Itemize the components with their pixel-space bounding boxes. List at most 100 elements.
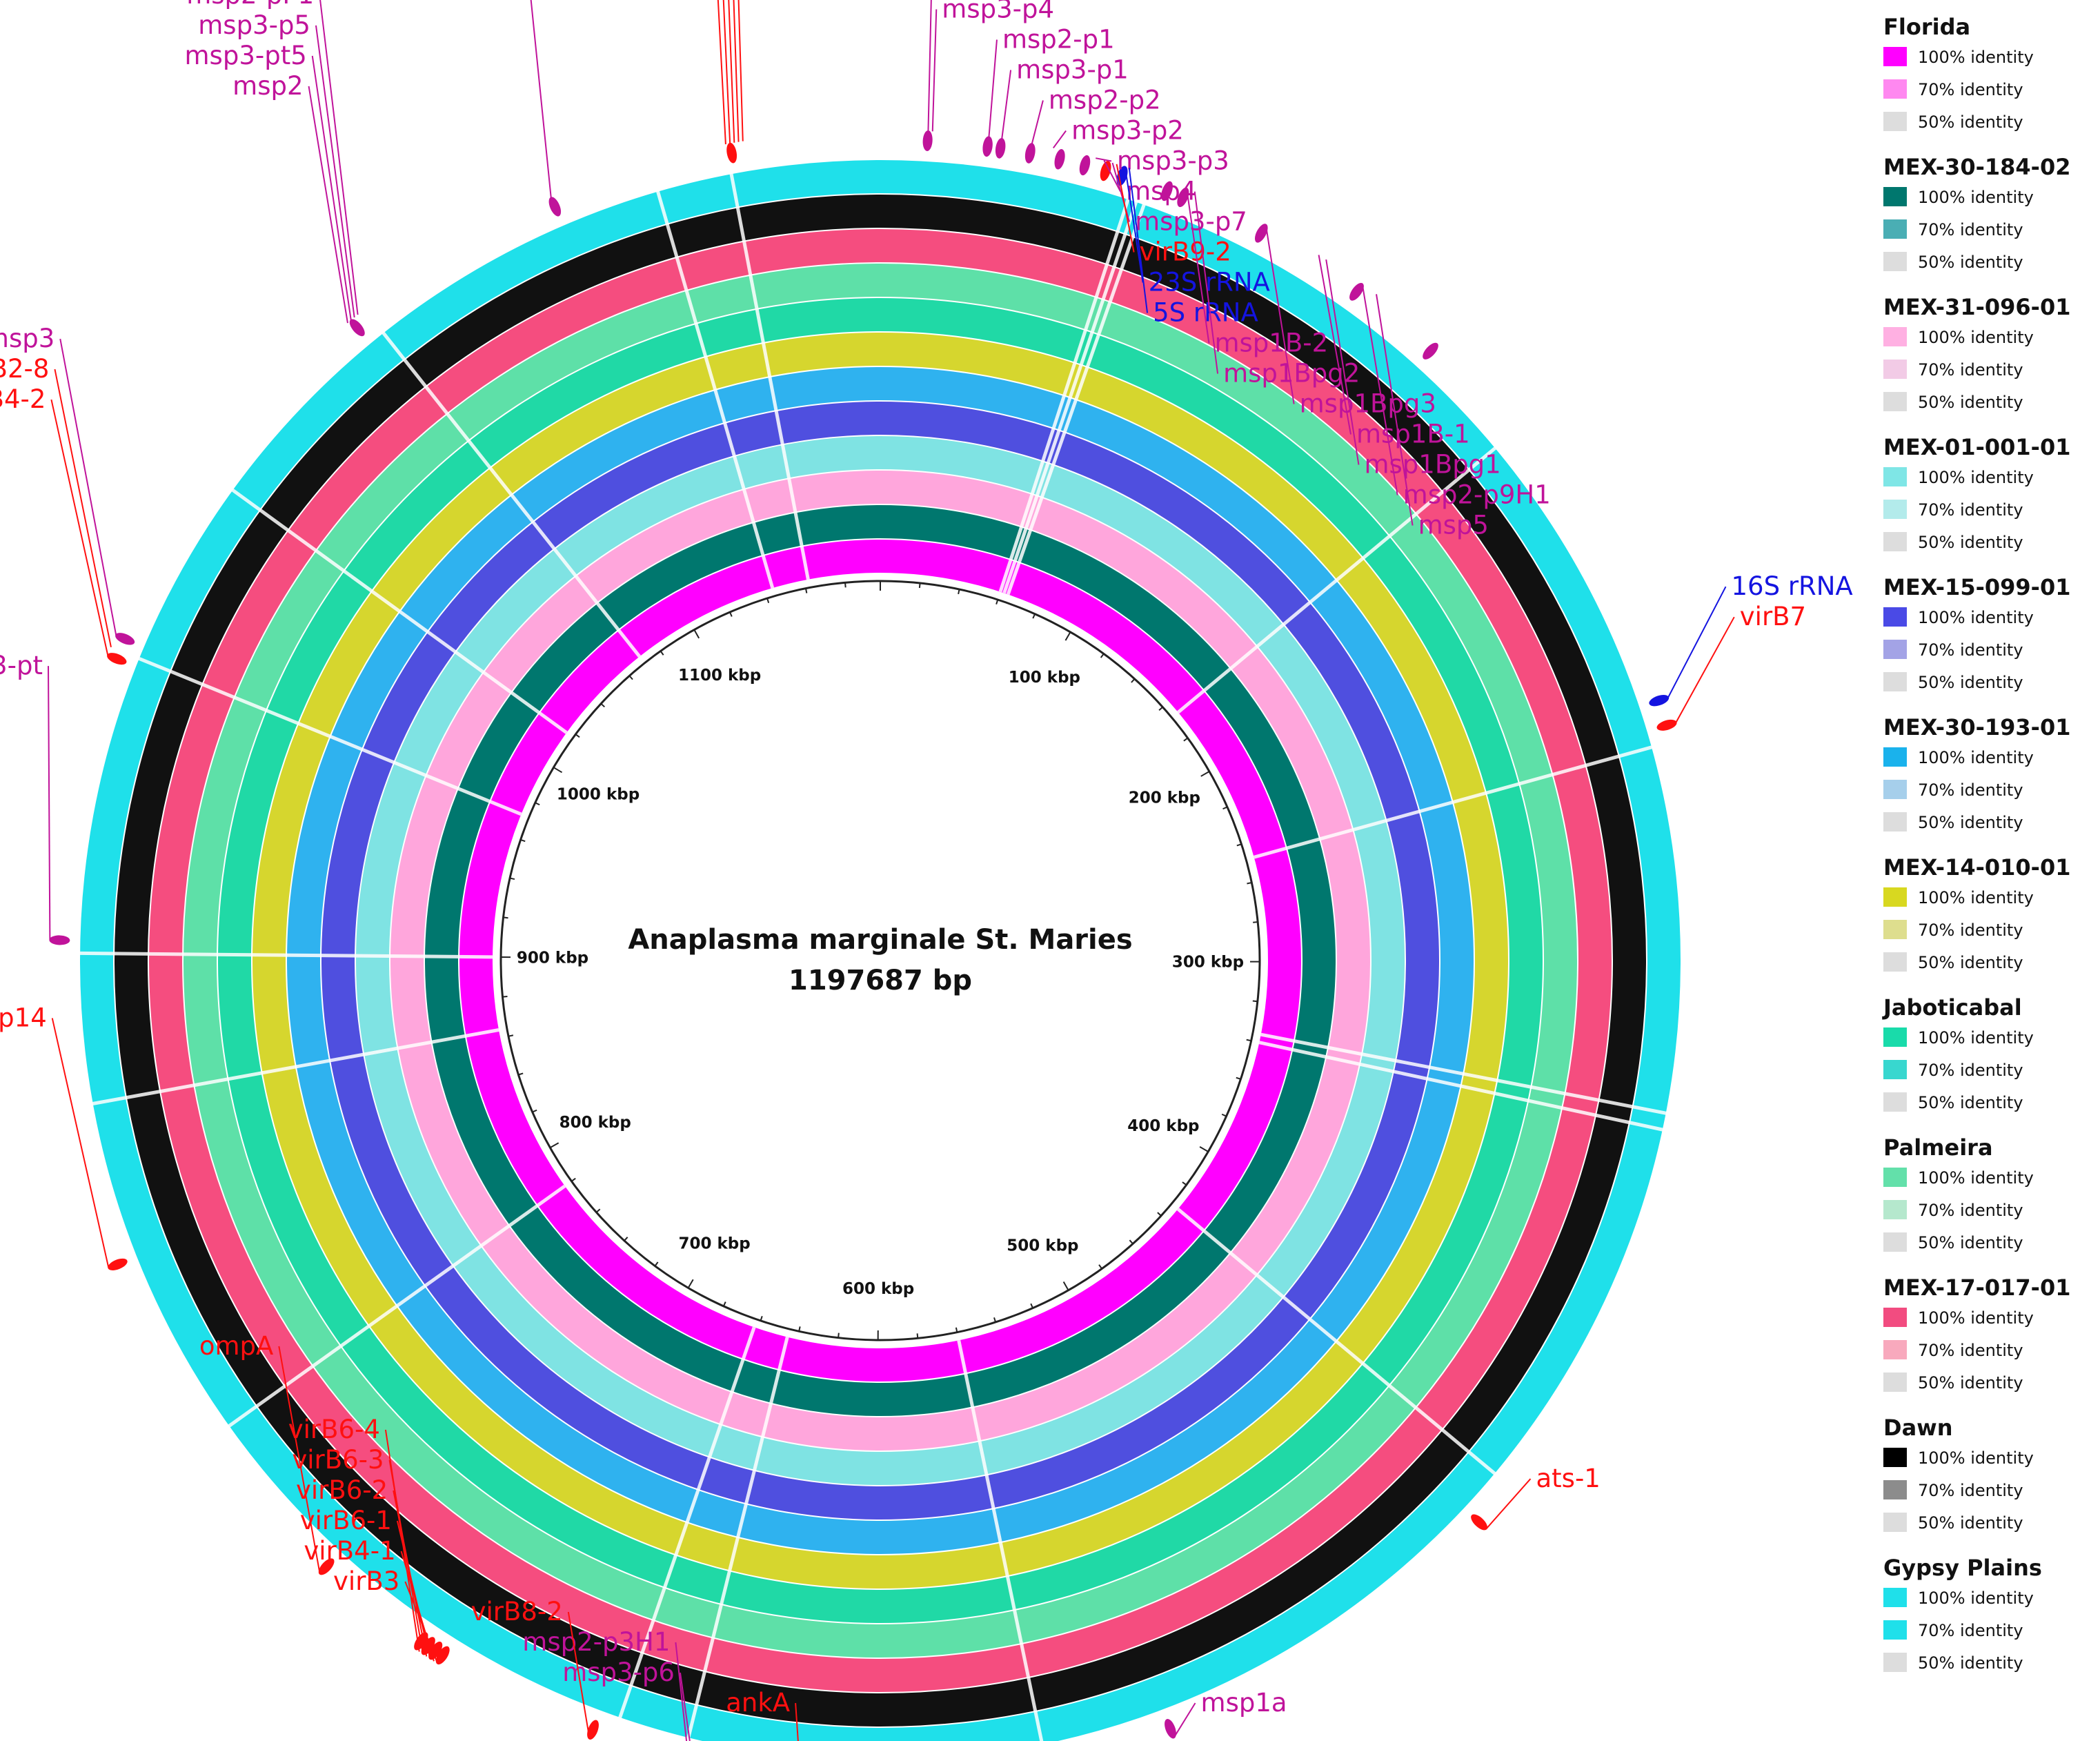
scale-tick xyxy=(1064,631,1071,641)
scale-tick xyxy=(995,599,999,604)
gene-leader xyxy=(567,1611,591,1740)
gene-leader xyxy=(308,86,348,324)
gene-leader xyxy=(1265,224,1295,404)
gene-label: msp3-p4 xyxy=(942,0,1054,24)
gene-leader xyxy=(1667,586,1727,698)
legend-item: 70% identity xyxy=(1918,640,2023,660)
gene-mark xyxy=(548,197,562,217)
scale-tick xyxy=(553,767,563,774)
legend-title: Dawn xyxy=(1883,1415,1953,1441)
gene-label: 23S rRNA xyxy=(1149,268,1270,297)
ring-gap xyxy=(686,1337,789,1740)
legend-swatch xyxy=(1883,500,1907,519)
ring-gap xyxy=(655,190,775,589)
legend-item: 70% identity xyxy=(1918,220,2023,239)
gene-leader xyxy=(278,1346,321,1574)
gene-mark xyxy=(318,1558,335,1575)
scale-tick xyxy=(660,650,664,656)
gene-leader xyxy=(1173,1702,1196,1738)
legend-item: 100% identity xyxy=(1918,1028,2034,1047)
gene-leader xyxy=(1186,188,1210,344)
legend-item: 70% identity xyxy=(1918,1621,2023,1640)
gene-leader xyxy=(679,1672,691,1741)
legend-item: 50% identity xyxy=(1918,953,2023,972)
legend: Florida 100% identity 70% identity 50% iden… xyxy=(1882,14,2070,1673)
gene-label: msp3-p6 xyxy=(562,1658,675,1687)
legend-item: 100% identity xyxy=(1918,1308,2034,1328)
gene-leader xyxy=(733,0,740,142)
gene-label: msp3-pt xyxy=(0,651,43,680)
scale-tick xyxy=(1200,771,1210,777)
legend-title: MEX-30-193-01 xyxy=(1883,714,2070,740)
ring-mex-15-099-01 xyxy=(321,402,1439,1519)
gene-mark xyxy=(107,653,127,665)
legend-swatch xyxy=(1883,392,1907,411)
gene-leader xyxy=(315,25,355,318)
legend-title: MEX-15-099-01 xyxy=(1883,574,2070,600)
legend-item: 50% identity xyxy=(1918,1233,2023,1252)
legend-item: 70% identity xyxy=(1918,1341,2023,1360)
gene-leader xyxy=(675,1642,688,1741)
ring-palmeira xyxy=(184,264,1577,1658)
gene-leader xyxy=(927,0,932,132)
legend-swatch xyxy=(1883,187,1907,206)
gene-leader xyxy=(717,0,726,145)
ring-mex-30-184-02 xyxy=(425,505,1336,1416)
scale-tick xyxy=(654,1261,659,1267)
ring-gap xyxy=(1254,745,1654,859)
ring-gap xyxy=(1006,203,1147,596)
gene-leader xyxy=(59,338,117,636)
scale-tick xyxy=(1030,1303,1033,1309)
legend-swatch xyxy=(1883,79,1907,99)
legend-swatch xyxy=(1883,327,1907,346)
gene-label: msp2-p1 xyxy=(1002,25,1115,55)
legend-swatch xyxy=(1883,1588,1907,1607)
ring-gap xyxy=(1177,446,1498,714)
legend-swatch xyxy=(1883,1448,1907,1467)
scale-tick xyxy=(1183,737,1189,742)
scale-tick xyxy=(1246,1039,1251,1042)
gene-leader xyxy=(1361,284,1398,495)
gene-leader xyxy=(1116,164,1135,253)
ring-jaboticabal xyxy=(218,298,1543,1623)
scale-label: 400 kbp xyxy=(1127,1117,1199,1135)
legend-title: Palmeira xyxy=(1883,1134,1993,1161)
legend-item: 70% identity xyxy=(1918,1201,2023,1220)
legend-item: 50% identity xyxy=(1918,813,2023,832)
scale-tick xyxy=(722,1301,726,1307)
scale-tick xyxy=(1236,843,1242,847)
legend-swatch xyxy=(1883,1513,1907,1532)
ring-gap xyxy=(79,951,493,959)
gene-label: msp1Bpg2 xyxy=(1223,359,1360,388)
scale-tick xyxy=(958,589,960,595)
ring-gap xyxy=(1176,1208,1497,1476)
gene-mark xyxy=(1423,342,1438,360)
ring-gap xyxy=(137,656,522,816)
scale-label: 600 kbp xyxy=(842,1280,914,1298)
legend-item: 100% identity xyxy=(1918,188,2034,207)
gene-leader xyxy=(530,0,552,198)
ring-mex-17-017-01 xyxy=(149,229,1612,1692)
legend-swatch xyxy=(1883,640,1907,659)
gene-mark xyxy=(349,319,365,337)
legend-item: 50% identity xyxy=(1918,673,2023,692)
gene-label: virB3 xyxy=(333,1566,399,1596)
gene-leader xyxy=(1376,294,1414,526)
gene-leader xyxy=(311,55,352,321)
gene-mark xyxy=(726,142,737,164)
gene-labels: msp2-pG11msp3-p4msp3-p1msp2-p1msp2-p2msp… xyxy=(0,0,1853,1741)
scale-tick xyxy=(1222,806,1228,810)
legend-title: Jaboticabal xyxy=(1882,994,2022,1021)
gene-leader xyxy=(1485,1478,1532,1530)
gene-label: virB6-3 xyxy=(292,1445,384,1475)
legend-swatch xyxy=(1883,1060,1907,1079)
scale-tick xyxy=(600,702,605,708)
legend-item: 100% identity xyxy=(1918,1448,2034,1468)
gene-mark xyxy=(108,1258,128,1270)
scale-tick xyxy=(549,1142,559,1149)
gene-leader xyxy=(54,368,112,647)
gene-mark xyxy=(1177,187,1189,208)
gene-mark xyxy=(922,130,933,151)
legend-item: 100% identity xyxy=(1918,328,2034,347)
